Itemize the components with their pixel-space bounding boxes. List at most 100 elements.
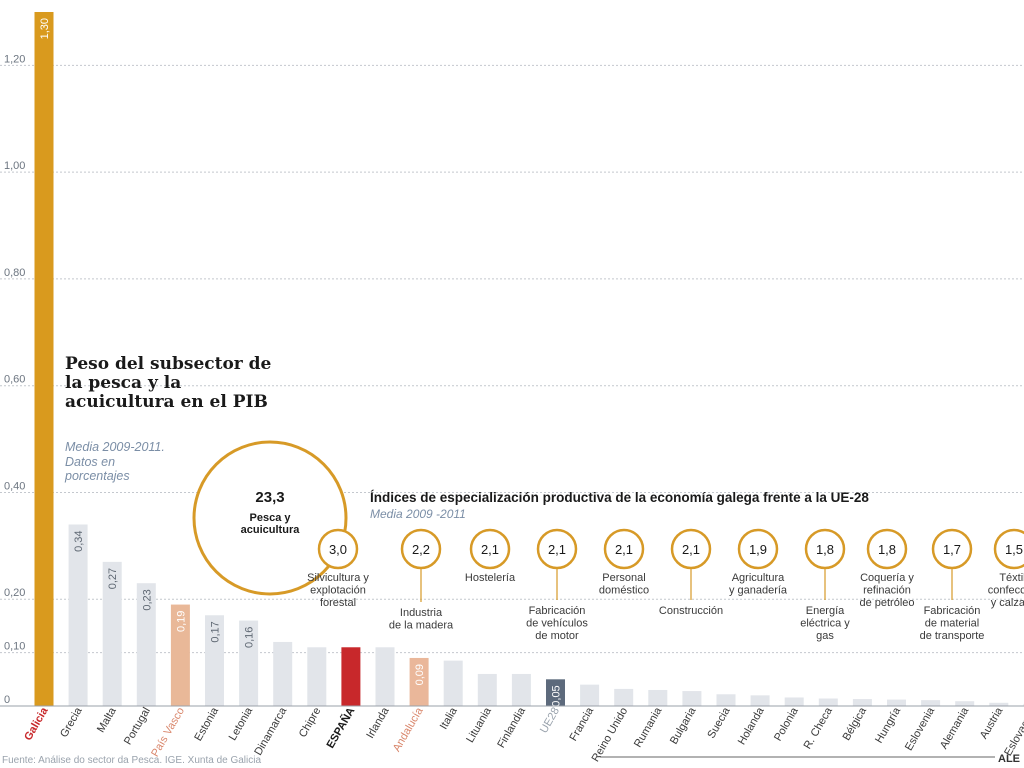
index-bubble (866, 528, 908, 570)
x-tick-label: Portugal (122, 706, 153, 747)
bar (648, 689, 668, 706)
index-label: Energía eléctrica y gas (800, 605, 850, 642)
specialization-title: Índices de especialización productiva de… (370, 490, 869, 505)
index-bubble-large (192, 440, 348, 596)
index-bubble (737, 528, 779, 570)
bar (784, 697, 804, 706)
index-bubble (804, 528, 846, 570)
x-tick-label: Reino Unido (590, 706, 631, 764)
bar (682, 691, 702, 706)
bar-value-label: 0,34 (73, 530, 85, 551)
x-tick-label: UE28 (538, 706, 562, 736)
index-bubble (317, 528, 359, 570)
index-value: 1,8 (878, 542, 896, 557)
y-tick-label: 0,60 (4, 374, 25, 386)
x-tick-label: Estonia (192, 705, 221, 744)
x-tick-label: Hungría (873, 705, 903, 746)
bars (34, 12, 1024, 706)
index-value: 1,7 (943, 542, 961, 557)
x-tick-label: Andalucía (391, 705, 426, 754)
index-bubble (931, 528, 973, 570)
x-tick-label: Holanda (736, 705, 767, 747)
bar-value-label: 0,17 (210, 621, 222, 642)
bar (341, 647, 361, 706)
index-bubble (469, 528, 511, 570)
x-tick-label: Rumania (632, 705, 665, 750)
index-label: Fabricación de material de transporte (920, 605, 985, 642)
bar (239, 620, 259, 706)
index-bubble (603, 528, 645, 570)
x-tick-label: Lituania (464, 705, 494, 745)
bar (170, 604, 190, 706)
bar (511, 673, 531, 706)
bar-value-labels: 1,30 0,34 0,27 0,23 0,19 0,17 0,16 0,09 0,05 (39, 18, 563, 707)
bar (852, 699, 872, 706)
x-tick-label: Irlanda (364, 705, 392, 741)
index-value: 23,3 (255, 489, 284, 506)
y-tick-label: 0,80 (4, 267, 25, 279)
index-value: 2,2 (412, 542, 430, 557)
bar (102, 561, 122, 706)
bar (34, 12, 54, 706)
bar (580, 684, 600, 706)
bar (443, 660, 463, 706)
y-axis-ticks: 0 0,10 0,20 0,40 0,60 0,80 1,00 1,20 (4, 53, 25, 706)
y-tick-label: 0 (4, 694, 10, 706)
index-value: 2,1 (481, 542, 499, 557)
bar-value-label: 0,16 (244, 627, 256, 648)
y-tick-label: 1,20 (4, 53, 25, 65)
index-value: 1,5 (1005, 542, 1023, 557)
bar (477, 673, 497, 706)
index-label: Hostelería (465, 572, 516, 584)
bar (136, 583, 156, 706)
index-value: 3,0 (329, 542, 347, 557)
index-label: Fabricación de vehículos de motor (526, 605, 588, 642)
bar (205, 615, 224, 706)
x-tick-label: Alemania (938, 705, 972, 751)
bar (273, 641, 293, 706)
bar-value-label: 0,05 (551, 685, 563, 706)
bar (375, 647, 395, 706)
index-label: Pesca y acuicultura (241, 512, 301, 536)
x-tick-label: Polonia (772, 705, 801, 744)
chart-title: Peso del subsector de la pesca y la acui… (65, 354, 272, 412)
bar (989, 702, 1009, 706)
source-note: Fuente: Análise do sector da Pesca. IGE.… (2, 755, 262, 766)
index-label: Agricultura y ganadería (729, 572, 788, 597)
index-bubble (536, 528, 578, 570)
x-tick-label: Letonia (227, 705, 256, 743)
y-tick-label: 0,40 (4, 480, 25, 492)
x-tick-label: Galicia (22, 705, 51, 743)
y-tick-label: 1,00 (4, 160, 25, 172)
chart-subtitle: Media 2009-2011. Datos en porcentajes (65, 440, 165, 483)
bar (955, 701, 975, 706)
x-tick-label: R. Checa (802, 705, 836, 751)
bar (818, 698, 838, 706)
bar (921, 700, 941, 706)
bar (409, 657, 429, 706)
y-tick-label: 0,10 (4, 641, 25, 653)
specialization-subtitle: Media 2009 -2011 (370, 507, 466, 521)
x-tick-label: Malta (95, 705, 119, 735)
bar (614, 688, 634, 706)
index-value: 2,1 (682, 542, 700, 557)
index-label: Personal doméstico (599, 572, 649, 597)
author-credit: ALE (998, 753, 1020, 765)
x-tick-label: País Vasco (149, 706, 187, 759)
bar-value-label: 0,27 (107, 568, 119, 589)
bar (546, 679, 565, 706)
bar-value-label: 1,30 (39, 18, 51, 39)
y-tick-label: 0,20 (4, 587, 25, 599)
gridlines (0, 64, 1024, 654)
index-bubble (400, 528, 442, 570)
index-value: 2,1 (548, 542, 566, 557)
x-tick-label: Eslovaquia (1002, 705, 1024, 758)
index-bubble (993, 528, 1024, 570)
index-label: Silvicultura y explotación forestal (307, 572, 369, 609)
bar (716, 694, 736, 706)
bar (750, 695, 770, 706)
bar (68, 524, 88, 706)
index-label: Industria de la madera (389, 607, 454, 632)
